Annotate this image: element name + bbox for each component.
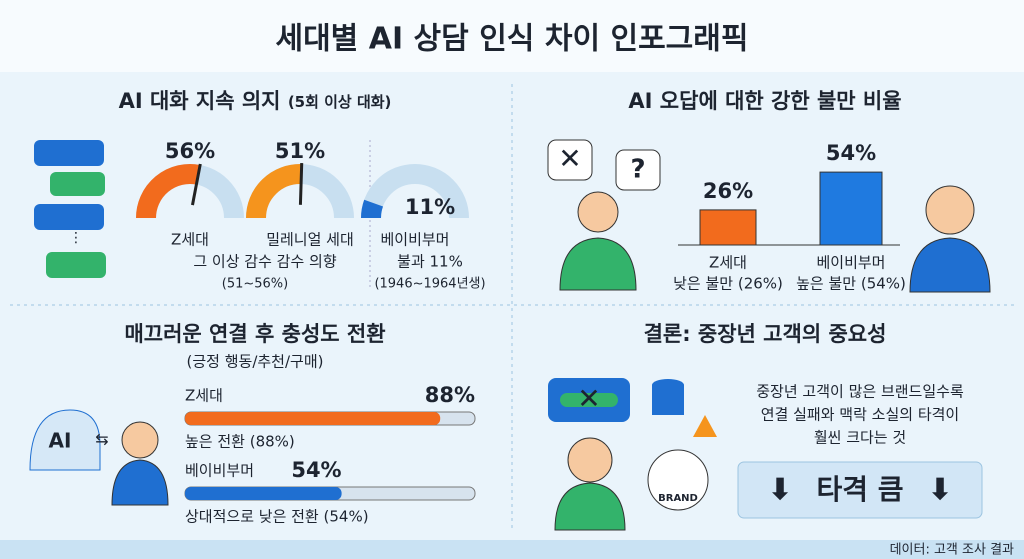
bar-name: 베이비부머 (185, 462, 254, 480)
gauge-label: 56% (165, 139, 215, 163)
conclusion-line: 연결 실패와 맥락 소실의 타격이 (761, 406, 959, 424)
svg-text:?: ? (630, 155, 645, 185)
svg-text:⋮: ⋮ (69, 230, 83, 246)
conclusion-line: 훨씬 크다는 것 (814, 429, 906, 447)
page-title: 세대별 AI 상담 인식 차이 인포그래픽 (275, 22, 748, 57)
boomer-years: (1946~1964년생) (374, 277, 485, 292)
gauge-name: Z세대 (171, 231, 209, 249)
bar-name: Z세대 (185, 387, 223, 405)
ai-icon-text: AI (49, 429, 72, 453)
conclusion-line: 중장년 고객이 많은 브랜드일수록 (756, 383, 964, 401)
bar-name: Z세대 (709, 254, 747, 272)
bar (699, 209, 757, 246)
panel-subtitle: (긍정 행동/추천/구매) (187, 353, 324, 371)
footer: 데이터: 고객 조사 결과 (890, 543, 1014, 558)
bar (819, 171, 883, 246)
gauge-label: 11% (405, 195, 455, 219)
arrow-icon: ⬇ (927, 473, 952, 508)
panel-title: 결론: 중장년 고객의 중요성 (644, 322, 887, 346)
gauge-needle (191, 163, 202, 206)
gauge-label: 51% (275, 139, 325, 163)
gauge-needle (298, 162, 304, 205)
gauge-name: 밀레니얼 세대 (266, 231, 354, 249)
gauge-name: 베이비부머 (380, 231, 449, 249)
banner-box (737, 461, 983, 519)
panel-subtitle: (5회 이상 대화) (288, 93, 392, 111)
angry-person (909, 185, 991, 293)
title-band (0, 0, 1024, 72)
panel-title-main: AI 대화 지속 의지 (119, 89, 281, 113)
panel-title: AI 대화 지속 의지 (5회 이상 대화) (119, 89, 392, 113)
bar-caption: 상대적으로 낮은 전환 (54%) (185, 508, 369, 526)
svg-text:✕: ✕ (558, 142, 581, 175)
bar-label: 26% (703, 179, 753, 203)
bar (185, 412, 441, 425)
conclusion-icons: ✕ BRAND (548, 378, 717, 531)
note: 그 이상 감수 감수 의향 (193, 253, 336, 271)
confused-person: ✕ ? (547, 139, 661, 291)
bar-caption: 높은 불만 (54%) (796, 275, 906, 293)
ai-person-icon: AI ⇆ (29, 409, 169, 506)
brand-label: BRAND (658, 493, 698, 504)
bar-label: 54% (291, 458, 341, 482)
boomer-note: 불과 11% (397, 253, 463, 271)
svg-text:✕: ✕ (577, 382, 600, 415)
bar-label: 88% (425, 383, 475, 407)
footer-band (0, 540, 1024, 559)
note-range: (51~56%) (222, 277, 288, 292)
banner: 타격 큼 (816, 473, 903, 506)
bar-label: 54% (826, 141, 876, 165)
gauge-track (361, 164, 469, 219)
panel-title: 매끄러운 연결 후 충성도 전환 (124, 322, 385, 346)
bar-name: 베이비부머 (816, 254, 885, 272)
gauge-value (246, 164, 302, 219)
chat-icons: ⋮ (34, 140, 106, 278)
panel-title: AI 오답에 대한 강한 불만 비율 (628, 89, 901, 113)
arrow-icon: ⬇ (767, 473, 792, 508)
bar-caption: 높은 전환 (88%) (185, 433, 295, 451)
bar-caption: 낮은 불만 (26%) (673, 275, 783, 293)
svg-text:⇆: ⇆ (95, 430, 108, 449)
gauge-value (361, 199, 384, 219)
gauge-value (136, 164, 201, 219)
bar (185, 487, 342, 500)
